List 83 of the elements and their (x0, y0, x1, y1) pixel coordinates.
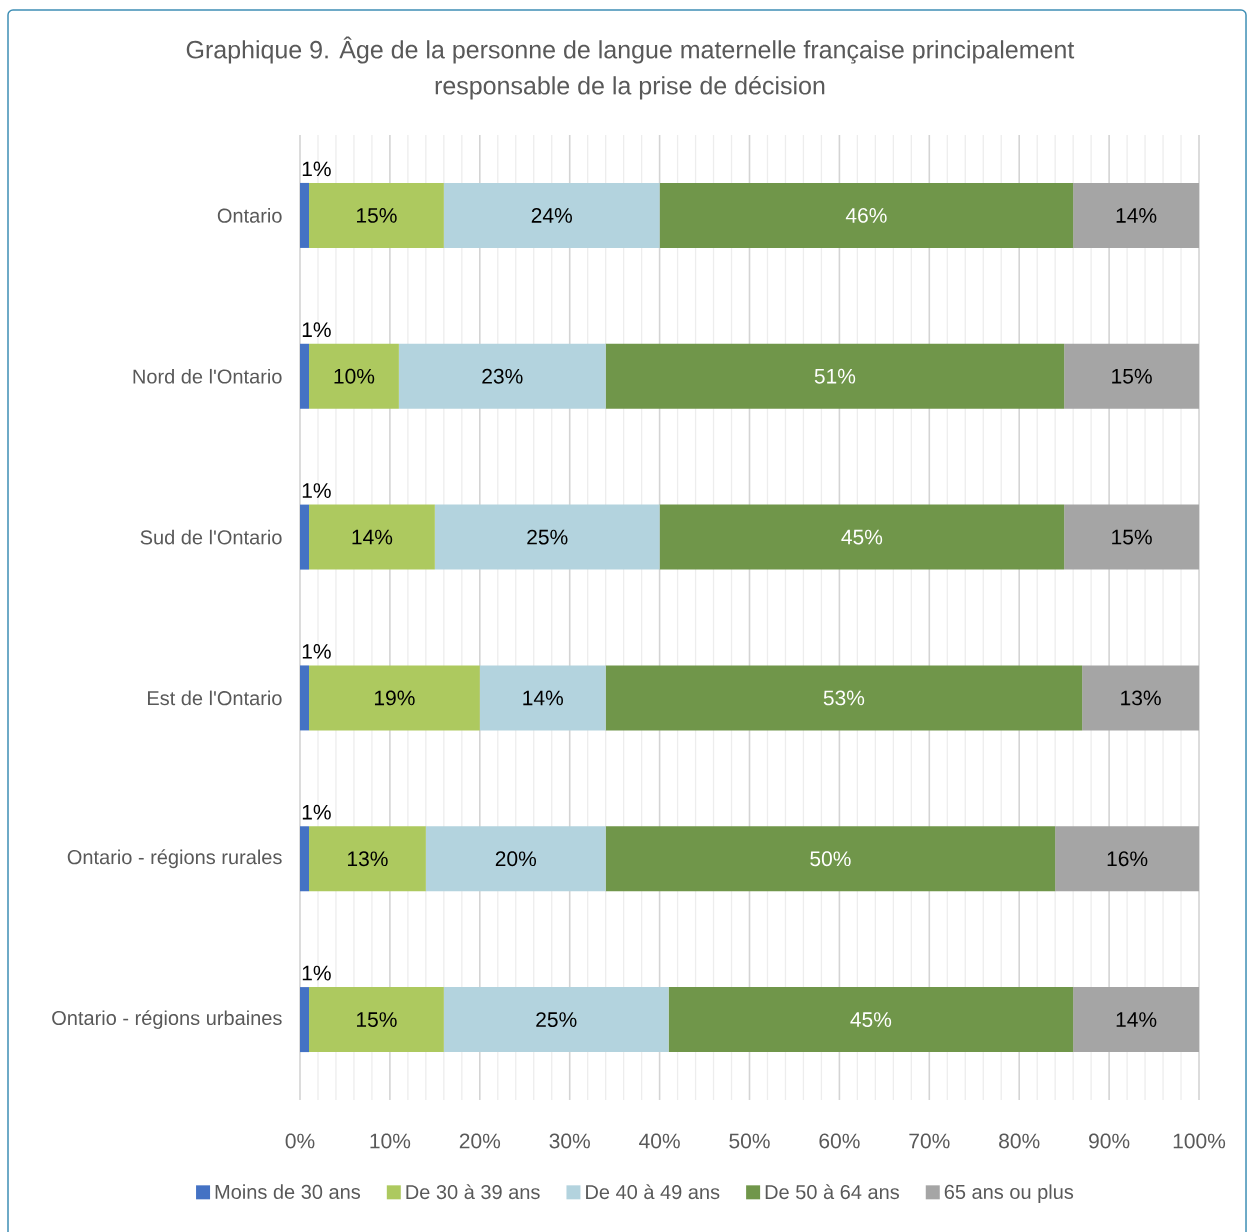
data-label: 46% (845, 207, 887, 223)
data-label: 19% (374, 690, 415, 706)
bar (398, 343, 606, 409)
x-tick-label: 40% (639, 1133, 680, 1149)
data-label: 45% (841, 529, 883, 545)
data-label: 14% (523, 690, 563, 706)
data-label: 15% (357, 208, 397, 223)
chart-title: Graphique 9. Âge de la personne de langue maternelle française principalement responsable de la prise de décision (186, 36, 1075, 100)
data-label: 15% (1112, 368, 1152, 384)
x-tick-label: 70% (909, 1133, 950, 1149)
bar (668, 987, 1074, 1053)
data-label: 23% (482, 368, 523, 384)
bar (659, 504, 1065, 570)
legend-label: De 40 à 49 ans (586, 1184, 720, 1200)
data-label: 14% (352, 529, 393, 545)
bar (1064, 504, 1200, 570)
data-label: 14% (1116, 1012, 1157, 1027)
x-tick-label: 20% (459, 1133, 501, 1149)
legend-label: 65 ans ou plus (944, 1184, 1074, 1203)
bar (659, 182, 1074, 248)
legend-label: De 50 à 64 ans (765, 1184, 899, 1200)
bar (308, 665, 480, 731)
data-label: 45% (850, 1012, 892, 1027)
data-label: 14% (1116, 208, 1157, 223)
bar (308, 182, 444, 248)
bar (443, 987, 669, 1053)
bar (308, 343, 399, 409)
bar (300, 987, 309, 1053)
x-tick-label: 90% (1089, 1133, 1130, 1149)
bar (308, 987, 444, 1053)
data-label: 50% (810, 851, 851, 867)
bar (1055, 826, 1200, 892)
bar (1064, 343, 1200, 409)
data-label: 20% (495, 851, 537, 867)
bar (425, 826, 606, 892)
bar (605, 665, 1083, 731)
data-label: 1% (302, 644, 331, 659)
bar (300, 343, 309, 409)
y-tick-label: Nord de l'Ontario (133, 368, 282, 384)
bar (300, 182, 309, 248)
data-label: 53% (823, 690, 865, 706)
data-label: 10% (334, 368, 375, 384)
legend-label: De 30 à 39 ans (406, 1184, 540, 1200)
legend-label: Moins de 30 ans (215, 1184, 361, 1200)
bar (300, 665, 309, 731)
bar (308, 826, 426, 892)
data-label: 1% (302, 483, 331, 498)
bar (479, 665, 606, 731)
data-label: 1% (302, 322, 331, 338)
bar (605, 343, 1065, 409)
bar (1082, 665, 1200, 731)
x-tick-label: 0% (285, 1133, 315, 1149)
y-tick-label: Est de l'Ontario (148, 690, 282, 706)
data-label: 15% (357, 1012, 397, 1027)
data-label: 1% (302, 804, 331, 820)
bar (1073, 182, 1200, 248)
data-label: 1% (302, 965, 331, 981)
data-label: 1% (302, 161, 331, 177)
data-label: 25% (536, 1012, 577, 1028)
y-tick-label: Ontario - régions rurales (67, 849, 282, 869)
data-label: 15% (1112, 529, 1152, 545)
x-tick-label: 60% (819, 1133, 860, 1149)
data-label: 13% (1121, 690, 1161, 706)
bar (443, 182, 660, 248)
x-tick-label: 50% (729, 1133, 770, 1149)
data-label: 51% (814, 368, 856, 384)
y-tick-label: Ontario (217, 208, 282, 223)
data-label: 13% (348, 851, 388, 867)
bar (308, 504, 435, 570)
x-tick-label: 30% (549, 1133, 590, 1149)
x-tick-label: 10% (370, 1133, 411, 1149)
data-label: 24% (531, 208, 572, 223)
data-label: 16% (1107, 851, 1148, 867)
bar (1073, 987, 1200, 1053)
x-tick-label: 80% (999, 1133, 1040, 1149)
bar (605, 826, 1056, 892)
bar (300, 826, 309, 892)
y-tick-label: Ontario - régions urbaines (52, 1010, 282, 1030)
x-tick-label: 100% (1173, 1133, 1226, 1149)
data-label: 25% (527, 529, 568, 545)
y-tick-label: Sud de l'Ontario (140, 529, 282, 545)
bar (300, 504, 309, 570)
bar (434, 504, 660, 570)
